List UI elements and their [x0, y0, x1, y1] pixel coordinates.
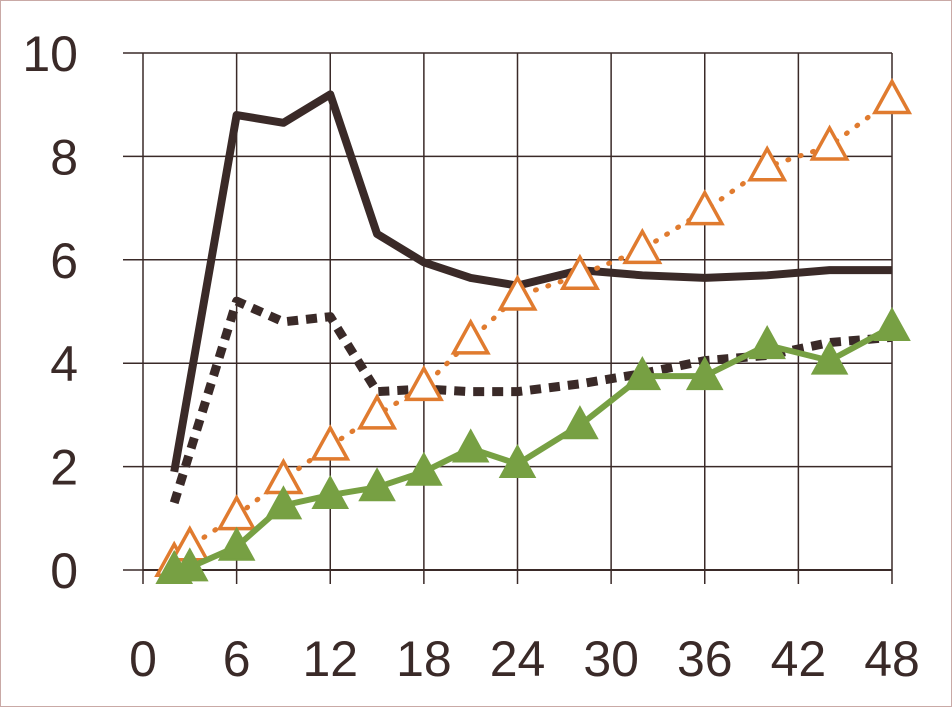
y-tick-labels: 0 2 4 6 8 10 [22, 26, 78, 599]
series-3-point-12 [748, 325, 786, 360]
series-2-point-4 [310, 424, 351, 461]
series-3-point-11 [685, 356, 724, 391]
x-tick-label-8: 48 [864, 631, 920, 687]
series-2-point-9 [559, 253, 600, 291]
series-2-point-10 [622, 227, 663, 265]
series-3-point-1 [171, 547, 209, 582]
series-layer [154, 77, 913, 584]
axes [142, 569, 893, 584]
y-tick-label-2: 4 [50, 336, 78, 392]
y-tick-label-1: 2 [50, 440, 78, 496]
series-3-point-2 [217, 526, 256, 561]
series-2-point-2 [216, 494, 257, 531]
series-0 [170, 90, 892, 473]
x-tick-label-2: 12 [302, 631, 358, 687]
series-2-point-6 [403, 364, 444, 402]
x-tick-label-4: 24 [490, 631, 546, 687]
series-2-point-14 [871, 77, 913, 115]
series-2-point-5 [356, 393, 398, 430]
series-2-point-8 [497, 274, 538, 311]
y-tick-label-5: 10 [22, 26, 78, 82]
series-3-point-9 [561, 405, 599, 440]
series-3-point-5 [358, 467, 396, 502]
series-2-point-12 [747, 145, 788, 182]
series-2-point-11 [684, 189, 725, 226]
series-3-point-13 [810, 340, 849, 375]
series-3-point-6 [405, 451, 443, 486]
series-2 [154, 77, 913, 577]
y-tick-label-0: 0 [50, 543, 78, 599]
series-3-point-14 [873, 306, 911, 341]
series-2-point-13 [809, 124, 850, 161]
x-tick-label-0: 0 [129, 631, 157, 687]
x-tick-label-7: 42 [771, 631, 827, 687]
y-tick-label-4: 8 [50, 129, 78, 185]
series-3-point-4 [311, 474, 350, 509]
series-3 [155, 306, 911, 584]
x-tick-label-3: 18 [396, 631, 452, 687]
y-tick-label-3: 6 [50, 233, 78, 289]
series-2-point-7 [450, 318, 491, 355]
series-3-point-8 [498, 443, 537, 478]
series-3-point-3 [264, 485, 303, 520]
x-tick-label-5: 30 [583, 631, 639, 687]
x-tick-labels: 0 6 12 18 24 30 36 42 48 [129, 631, 920, 687]
series-3-point-7 [451, 428, 490, 463]
series-0-line [170, 90, 892, 473]
series-3-point-10 [623, 356, 662, 391]
x-tick-label-6: 36 [677, 631, 733, 687]
x-tick-label-1: 6 [223, 631, 251, 687]
grid [123, 52, 893, 571]
